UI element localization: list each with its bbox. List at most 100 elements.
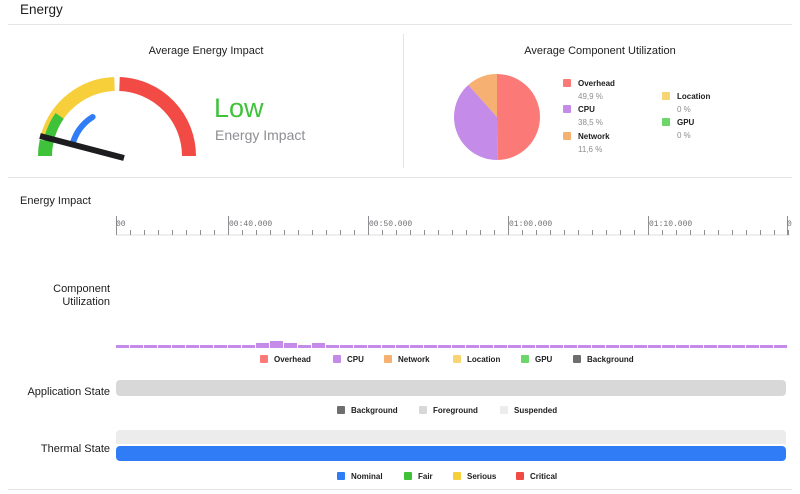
- utilization-bar: [396, 345, 409, 348]
- legend-swatch: [260, 355, 268, 363]
- utilization-bar: [256, 343, 269, 348]
- tick-label: 01:10.000: [649, 220, 693, 229]
- legend-item-network: Network: [384, 355, 430, 364]
- utilization-bar: [424, 345, 437, 348]
- legend-swatch: [662, 118, 670, 126]
- legend-swatch: [563, 79, 571, 87]
- gauge-needle: [39, 133, 125, 161]
- component-panel-title: Average Component Utilization: [524, 45, 676, 57]
- component-utilization-legend: Overhead CPU Network Location GPU Background: [260, 355, 660, 365]
- utilization-bar: [214, 345, 227, 348]
- pie-slice-network: [468, 74, 497, 117]
- legend-percent: 0 %: [677, 131, 691, 140]
- legend-label: Overhead: [578, 79, 615, 88]
- application-state-label: Application State: [27, 386, 110, 398]
- utilization-bar: [718, 345, 731, 348]
- legend-label: CPU: [347, 355, 364, 364]
- utilization-bar: [354, 345, 367, 348]
- thermal-state-legend: Nominal Fair Serious Critical: [337, 472, 577, 482]
- utilization-bar: [186, 345, 199, 348]
- utilization-bar: [550, 345, 563, 348]
- thermal-state-track[interactable]: [116, 446, 786, 461]
- tick-label: 01:00.000: [509, 220, 553, 229]
- utilization-bar: [578, 345, 591, 348]
- legend-swatch: [563, 132, 571, 140]
- legend-swatch: [337, 406, 345, 414]
- legend-item-location: Location: [453, 355, 500, 364]
- utilization-bar: [732, 345, 745, 348]
- legend-swatch: [453, 472, 461, 480]
- time-ruler[interactable]: [116, 216, 790, 236]
- tick-label: 0: [787, 220, 792, 229]
- utilization-bar: [480, 345, 493, 348]
- utilization-bar: [564, 345, 577, 348]
- legend-label: CPU: [578, 105, 595, 114]
- legend-percent: 11,6 %: [578, 145, 603, 154]
- legend-item-nominal: Nominal: [337, 472, 383, 481]
- panel-divider: [403, 34, 404, 168]
- utilization-bar: [410, 345, 423, 348]
- timeline-title: Energy Impact: [20, 195, 91, 207]
- legend-label: Serious: [467, 472, 497, 481]
- utilization-bar: [536, 345, 549, 348]
- utilization-bar: [746, 345, 759, 348]
- legend-swatch: [563, 105, 571, 113]
- page-title: Energy: [20, 2, 63, 17]
- thermal-state-label: Thermal State: [40, 443, 110, 455]
- utilization-bar: [270, 341, 283, 348]
- utilization-bar: [634, 345, 647, 348]
- utilization-bar: [382, 345, 395, 348]
- utilization-bar: [690, 345, 703, 348]
- legend-swatch: [333, 355, 341, 363]
- legend-label: Location: [677, 92, 711, 101]
- legend-label: Location: [467, 355, 501, 364]
- section-divider: [8, 177, 792, 178]
- legend-label: GPU: [677, 118, 695, 127]
- utilization-bar: [508, 345, 521, 348]
- utilization-bar: [200, 345, 213, 348]
- gauge-level-low: [43, 112, 64, 145]
- energy-rating-subtitle: Energy Impact: [215, 127, 306, 143]
- legend-item-suspended: Suspended: [500, 406, 557, 415]
- legend-item-cpu: CPU: [333, 355, 364, 364]
- utilization-bar: [704, 345, 717, 348]
- gauge-indicator: [70, 113, 96, 145]
- legend-label: Critical: [530, 472, 558, 481]
- application-state-track[interactable]: [116, 380, 786, 396]
- gauge-segment-high: [119, 77, 196, 157]
- utilization-bar: [228, 345, 241, 348]
- utilization-bar: [242, 345, 255, 348]
- component-utilization-track[interactable]: [116, 336, 788, 348]
- utilization-bar: [466, 345, 479, 348]
- legend-swatch: [521, 355, 529, 363]
- utilization-bar: [606, 345, 619, 348]
- legend-swatch: [453, 355, 461, 363]
- utilization-bar: [774, 345, 787, 348]
- legend-item-foreground: Foreground: [419, 406, 478, 415]
- utilization-bar: [116, 345, 129, 348]
- utilization-bar: [452, 345, 465, 348]
- utilization-bar: [144, 345, 157, 348]
- tick-label: 00:40.000: [229, 220, 273, 229]
- legend-item-gpu: GPU: [521, 355, 552, 364]
- component-utilization-label: Component Utilization: [53, 283, 110, 308]
- legend-label: Network: [578, 132, 610, 141]
- energy-rating: Low: [214, 93, 264, 123]
- tick-label: 00:50.000: [369, 220, 413, 229]
- legend-item-fair: Fair: [404, 472, 433, 481]
- tick-label: 00: [116, 220, 126, 229]
- bottom-divider: [8, 489, 792, 490]
- utilization-bar: [760, 345, 773, 348]
- utilization-bar: [620, 345, 633, 348]
- utilization-bar: [676, 345, 689, 348]
- legend-swatch: [516, 472, 524, 480]
- header-divider: [8, 24, 792, 25]
- legend-label: Suspended: [514, 406, 558, 415]
- utilization-bar: [130, 345, 143, 348]
- energy-gauge: [38, 77, 196, 161]
- utilization-bar: [662, 345, 675, 348]
- legend-label: Nominal: [351, 472, 383, 481]
- energy-panel-title: Average Energy Impact: [148, 45, 264, 57]
- utilization-bar: [592, 345, 605, 348]
- utilization-bar: [522, 345, 535, 348]
